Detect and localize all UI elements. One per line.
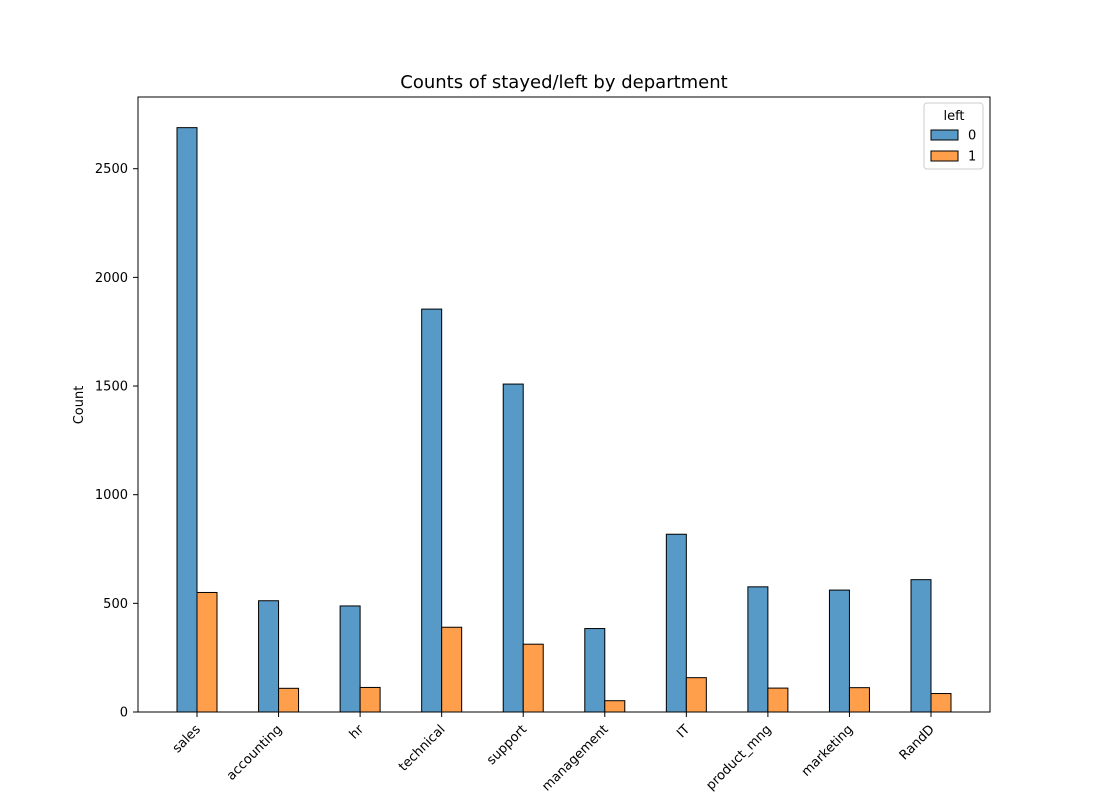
x-ticks-group: sales accounting hr technical support managem… [170,712,938,794]
bar-sales-left-0 [176,127,198,713]
x-tick-label-IT: IT [674,722,693,741]
bar-sales-left-1 [196,591,218,713]
chart-title: Counts of stayed/left by department [400,72,727,93]
legend: left 01 [923,102,984,170]
y-tick-label: 500 [103,597,128,612]
x-tick-label-technical: technical [396,722,448,774]
legend-swatch-0 [930,129,959,141]
x-tick-label-product_mng: product_mng [704,722,775,793]
y-tick-label: 1500 [95,380,128,395]
bar-accounting-left-0 [258,600,280,713]
bar-technical-left-1 [441,626,463,713]
bars-group [176,127,952,713]
bar-support-left-1 [522,643,544,713]
legend-items: 01 [930,129,976,165]
bar-support-left-0 [502,383,524,713]
bar-management-left-0 [584,628,606,713]
bar-product_mng-left-1 [767,687,789,713]
bar-RandD-left-0 [910,579,932,713]
legend-label-0: 0 [968,129,976,144]
y-tick-label: 0 [120,706,128,721]
y-tick-label: 1000 [95,488,128,503]
bar-hr-left-1 [359,686,381,713]
bar-management-left-1 [604,700,626,713]
bar-technical-left-0 [421,308,443,713]
x-tick-label-management: management [539,722,611,794]
y-ticks-group: 0 500 1000 1500 2000 2500 [95,162,138,721]
bar-IT-left-0 [665,533,687,713]
bar-marketing-left-0 [828,589,850,713]
y-axis-label: Count [72,386,87,425]
bar-marketing-left-1 [848,687,870,713]
x-tick-label-marketing: marketing [799,722,856,779]
legend-swatch-1 [930,150,959,162]
x-tick-label-sales: sales [170,722,204,756]
x-tick-label-hr: hr [347,722,368,743]
bar-accounting-left-1 [278,687,300,713]
bar-product_mng-left-0 [747,586,769,713]
legend-label-1: 1 [968,150,976,165]
legend-title: left [943,109,964,124]
bar-IT-left-1 [685,677,707,713]
y-tick-label: 2500 [95,162,128,177]
plot-frame [137,96,991,713]
x-tick-label-support: support [484,722,530,768]
bar-hr-left-0 [339,605,361,713]
bar-RandD-left-1 [930,693,952,713]
y-tick-label: 2000 [95,271,128,286]
x-tick-label-RandD: RandD [897,722,938,763]
x-tick-label-accounting: accounting [224,722,285,783]
